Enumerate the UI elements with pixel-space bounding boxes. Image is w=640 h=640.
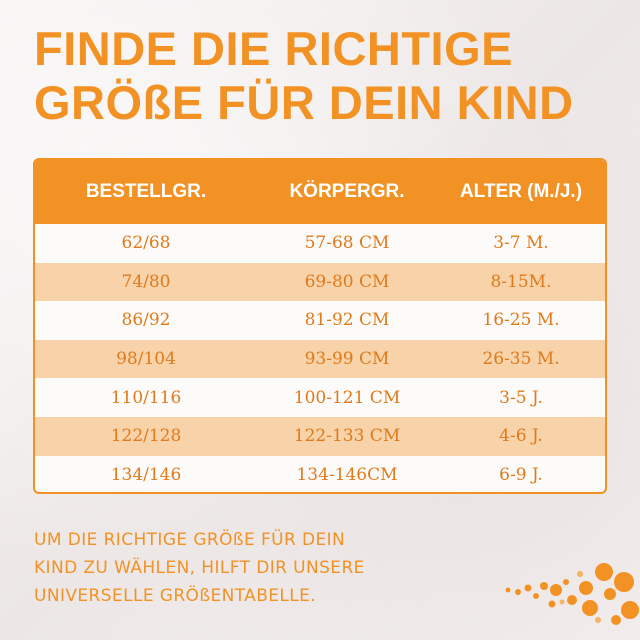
cell-order-size: 122/128 (110, 426, 182, 447)
cell-body-height: 122-133 CM (293, 426, 401, 447)
cell-age: 6-9 J. (499, 464, 543, 485)
cell-age: 3-7 M. (493, 233, 549, 254)
cell-order-size: 110/116 (110, 387, 182, 408)
header-body-height: KÖRPERGR. (289, 181, 405, 202)
table-row: 122/128 122-133 CM 4-6 J. (35, 416, 605, 456)
cell-order-size: 86/92 (121, 310, 171, 331)
page-title: FINDE DIE RICHTIGE GRÖßE FÜR DEIN KIND (34, 22, 624, 130)
header-age: ALTER (M./J.) (459, 181, 583, 202)
cell-order-size: 62/68 (121, 233, 171, 254)
cell-body-height: 57-68 CM (304, 233, 390, 254)
cell-body-height: 81-92 CM (304, 310, 390, 331)
cell-age: 3-5 J. (499, 387, 543, 408)
decorative-dots-icon (505, 563, 639, 625)
cell-age: 8-15M. (490, 271, 552, 292)
footer-line-2: KIND ZU WÄHLEN, HILFT DIR UNSERE (34, 558, 365, 578)
header-order-size: BESTELLGR. (85, 181, 207, 202)
title-line-2: GRÖßE FÜR DEIN KIND (34, 76, 574, 129)
cell-age: 26-35 M. (482, 349, 560, 370)
table-row: 110/116 100-121 CM 3-5 J. (35, 378, 605, 417)
size-table: BESTELLGR. KÖRPERGR. ALTER (M./J.) 62/68… (33, 158, 607, 494)
table-header: BESTELLGR. KÖRPERGR. ALTER (M./J.) (35, 160, 605, 224)
cell-order-size: 98/104 (116, 349, 176, 370)
footer-description: UM DIE RICHTIGE GRÖßE FÜR DEIN KIND ZU W… (34, 526, 454, 610)
table-row: 98/104 93-99 CM 26-35 M. (35, 339, 605, 379)
table-row: 134/146 134-146CM 6-9 J. (35, 456, 605, 492)
footer-line-1: UM DIE RICHTIGE GRÖßE FÜR DEIN (34, 530, 346, 550)
cell-body-height: 134-146CM (296, 464, 398, 485)
table-row: 62/68 57-68 CM 3-7 M. (35, 224, 605, 263)
cell-order-size: 74/80 (121, 271, 171, 292)
table-row: 86/92 81-92 CM 16-25 M. (35, 301, 605, 340)
table-row: 74/80 69-80 CM 8-15M. (35, 262, 605, 302)
cell-body-height: 69-80 CM (304, 271, 390, 292)
footer-line-3: UNIVERSELLE GRÖßENTABELLE. (34, 586, 317, 606)
title-line-1: FINDE DIE RICHTIGE (34, 22, 514, 75)
cell-order-size: 134/146 (110, 464, 182, 485)
cell-age: 4-6 J. (499, 426, 543, 447)
cell-body-height: 93-99 CM (304, 349, 390, 370)
cell-body-height: 100-121 CM (293, 387, 401, 408)
cell-age: 16-25 M. (482, 310, 560, 331)
